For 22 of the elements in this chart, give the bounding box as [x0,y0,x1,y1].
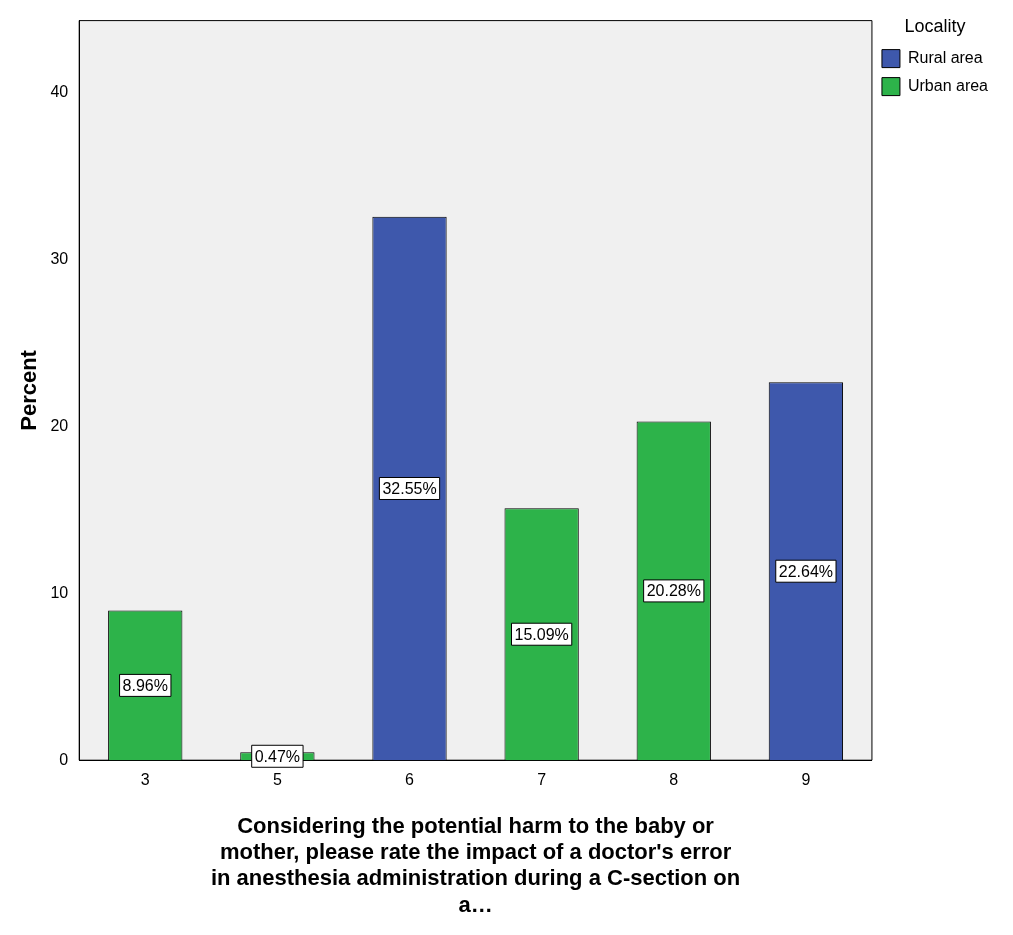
data-label: 0.47% [254,747,301,765]
legend-label: Rural area [907,49,983,67]
legend-title: Locality [904,15,966,36]
data-label: 20.28% [646,582,701,600]
legend-label: Urban area [907,77,989,95]
x-tick-label: 8 [669,771,679,789]
y-tick-label: 0 [59,750,69,768]
y-tick-label: 10 [50,583,69,601]
x-axis-title: Considering the potential harm to the baby or mother, please rate the impact of a doctor's error in anesthesia administration during a C-section on a… [210,812,741,917]
y-tick-label: 30 [50,249,69,267]
x-tick-label: 3 [140,771,150,789]
y-axis-title: Percent [16,349,42,431]
y-tick-label: 40 [50,82,69,100]
data-label: 32.55% [382,479,437,497]
x-tick-label: 5 [272,771,282,789]
x-tick-label: 7 [537,771,547,789]
data-label: 8.96% [122,676,168,694]
y-tick-label: 20 [50,416,69,434]
x-tick-label: 9 [801,771,811,789]
x-tick-label: 6 [405,771,415,789]
data-label: 15.09% [514,625,569,643]
data-label: 22.64% [778,562,834,580]
